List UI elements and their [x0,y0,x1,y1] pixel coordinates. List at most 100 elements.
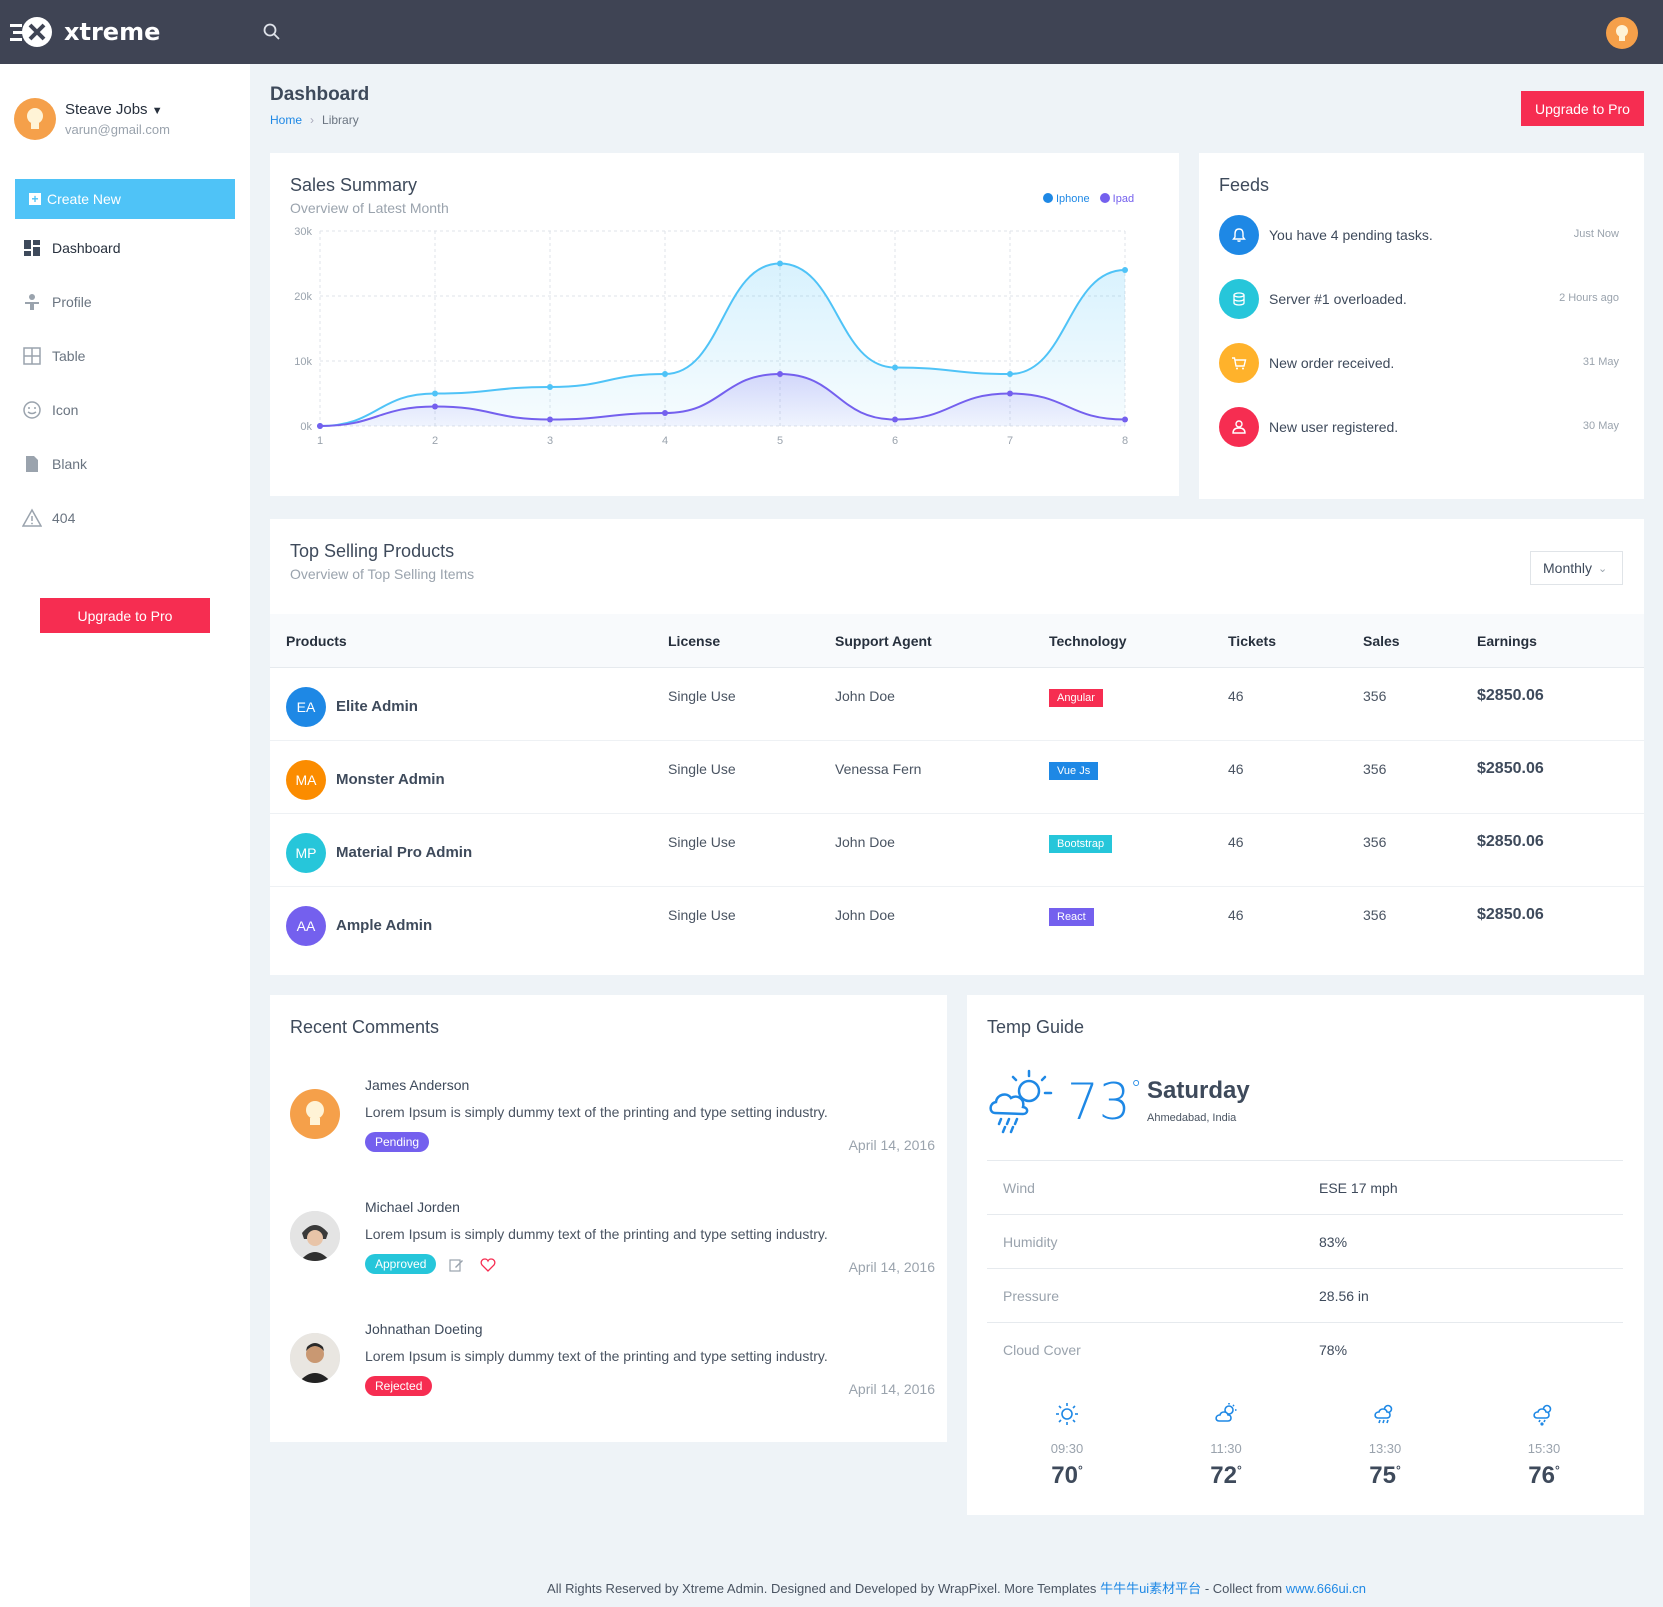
agent-cell: Venessa Fern [835,761,922,777]
sidebar-item-404[interactable]: 404 [22,506,75,530]
sidebar: Steave Jobs ▼ varun@gmail.com + Create N… [0,64,250,1607]
footer-link-templates[interactable]: 牛牛牛ui素材平台 [1100,1581,1202,1596]
x-tick-label: 4 [662,435,668,447]
user-avatar[interactable] [14,98,56,140]
breadcrumb-home[interactable]: Home [270,113,303,127]
sales-cell: 356 [1363,761,1387,777]
column-header[interactable]: Support Agent [835,633,932,649]
weather-detail-row: Pressure 28.56 in [987,1268,1623,1322]
tickets-cell: 46 [1228,688,1244,704]
period-select-value: Monthly [1543,560,1593,576]
sidebar-item-profile[interactable]: Profile [22,290,92,314]
table-header: Products License Support Agent Technolog… [270,614,1644,668]
feed-text: New order received. [1269,355,1395,371]
feeds-card: Feeds You have 4 pending tasks. Just Now… [1199,153,1644,499]
data-point [662,371,668,377]
table-row[interactable]: MA Monster Admin Single Use Venessa Fern… [270,741,1644,814]
column-header[interactable]: Products [286,633,347,649]
sidebar-item-dashboard[interactable]: Dashboard [22,236,121,260]
table-row[interactable]: MP Material Pro Admin Single Use John Do… [270,814,1644,887]
weather-key: Pressure [1003,1288,1060,1304]
period-select[interactable]: Monthly ⌄ [1530,551,1623,585]
smile-icon [23,401,41,419]
tech-badge: Angular [1049,689,1103,707]
legend-label: Iphone [1056,193,1090,205]
tech-badge: Bootstrap [1049,835,1113,853]
feed-item[interactable]: Server #1 overloaded. 2 Hours ago [1219,279,1619,319]
data-point [1007,371,1013,377]
degree-symbol: ° [1236,1463,1242,1477]
sidebar-item-blank[interactable]: Blank [22,452,87,476]
series-area-iphone [320,263,1125,426]
temp-guide-card: Temp Guide 73° Saturday Ahmedabad, India [967,995,1644,1515]
legend-item-iphone[interactable]: Iphone [1043,193,1090,205]
commenter-name: James Anderson [365,1077,470,1093]
breadcrumb-current: Library [322,113,359,127]
create-new-button[interactable]: + Create New [15,179,235,219]
agent-cell: John Doe [835,834,895,850]
footer-link-site[interactable]: www.666ui.cn [1285,1581,1366,1596]
bulb-icon [27,108,43,129]
data-point [777,371,783,377]
feed-item[interactable]: New user registered. 30 May [1219,407,1619,447]
sidebar-item-table[interactable]: Table [22,344,85,368]
sidebar-item-icon[interactable]: Icon [22,398,78,422]
footer: All Rights Reserved by Xtreme Admin. Des… [250,1578,1663,1597]
column-header[interactable]: Tickets [1228,633,1276,649]
database-icon [1219,279,1259,319]
upgrade-button[interactable]: Upgrade to Pro [1521,91,1644,126]
top-products-card: Top Selling Products Overview of Top Sel… [270,519,1644,975]
data-point [892,364,898,371]
forecast-slot: 15:30 76° [1504,1402,1584,1490]
data-point [892,416,898,423]
legend-item-ipad[interactable]: Ipad [1099,193,1134,205]
footer-text: All Rights Reserved by Xtreme Admin. Des… [547,1581,1097,1596]
brand-logo[interactable]: xtreme [10,14,160,50]
weather-detail-row: Wind ESE 17 mph [987,1160,1623,1214]
edit-icon[interactable] [448,1257,464,1273]
license-cell: Single Use [668,834,736,850]
column-header[interactable]: License [668,633,721,649]
cart-icon [1219,343,1259,383]
sales-cell: 356 [1363,907,1387,923]
y-tick-label: 20k [294,291,312,303]
sales-chart: 0k 10k 20k 30k 1 2 3 4 5 6 7 8 [294,226,1128,447]
data-point [547,416,553,423]
series-area-ipad [320,374,1125,426]
table-icon [23,347,41,365]
user-email: varun@gmail.com [65,122,170,137]
chart-legend: Iphone Ipad [1043,193,1134,205]
comment-text: Lorem Ipsum is simply dummy text of the … [365,1226,828,1242]
chevron-down-icon: ⌄ [1598,562,1608,575]
legend-dot [1043,193,1053,203]
top-navbar: xtreme [0,0,1663,64]
user-name[interactable]: Steave Jobs ▼ [65,101,163,118]
data-point [1122,416,1128,423]
weather-value: 83% [1319,1234,1348,1250]
create-new-label: Create New [47,191,121,207]
feed-item[interactable]: New order received. 31 May [1219,343,1619,383]
table-row[interactable]: EA Elite Admin Single Use John Doe Angul… [270,668,1644,741]
comment-text: Lorem Ipsum is simply dummy text of the … [365,1104,828,1120]
heart-icon[interactable] [480,1257,496,1273]
feed-time: Just Now [1573,228,1619,240]
search-icon[interactable] [262,22,282,42]
commenter-avatar [290,1211,340,1261]
column-header[interactable]: Technology [1049,633,1127,649]
table-row[interactable]: AA Ample Admin Single Use John Doe React… [270,887,1644,960]
sales-cell: 356 [1363,688,1387,704]
brand-name: xtreme [64,18,161,46]
tech-badge: React [1049,908,1094,926]
chevron-down-icon: ▼ [151,105,163,117]
data-point [777,260,783,267]
forecast-time: 11:30 [1210,1441,1242,1456]
column-header[interactable]: Sales [1363,633,1400,649]
feed-item[interactable]: You have 4 pending tasks. Just Now [1219,215,1619,255]
degree-symbol: ° [1395,1463,1401,1477]
comment-text: Lorem Ipsum is simply dummy text of the … [365,1348,828,1364]
user-avatar-top[interactable] [1606,17,1638,49]
column-header[interactable]: Earnings [1477,633,1537,649]
sidebar-upgrade-button[interactable]: Upgrade to Pro [40,598,210,633]
forecast-time: 15:30 [1527,1441,1561,1456]
comment-date: April 14, 2016 [848,1381,935,1397]
